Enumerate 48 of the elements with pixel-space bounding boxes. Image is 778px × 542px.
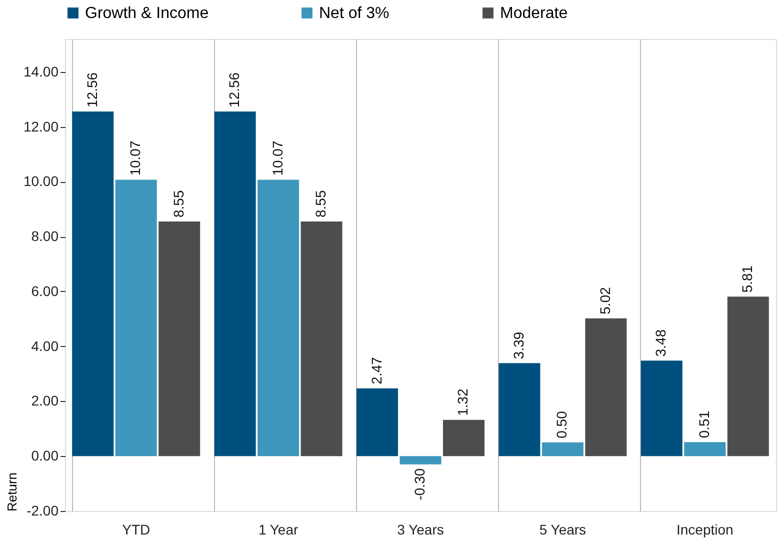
bar	[72, 111, 114, 456]
bar	[640, 360, 682, 456]
bar	[356, 388, 398, 456]
text: 12.56	[226, 72, 242, 108]
y-tick-label: 2.00	[31, 392, 59, 409]
y-axis-title: Return	[4, 472, 20, 512]
bar	[727, 296, 769, 456]
bar	[115, 180, 157, 456]
text: 2.47	[368, 357, 384, 384]
bar	[585, 318, 627, 456]
y-tick-label: 10.00	[23, 173, 59, 190]
x-tick-label: YTD	[122, 522, 150, 538]
text: 8.55	[170, 190, 186, 218]
y-tick-label: 6.00	[31, 282, 59, 299]
x-tick-label: 1 Year	[258, 522, 298, 538]
y-tick-label: 8.00	[31, 228, 59, 244]
bar	[442, 420, 484, 456]
y-tick-label: 4.00	[31, 338, 59, 354]
bar	[214, 111, 256, 456]
bar	[542, 442, 584, 456]
text: 8.55	[312, 190, 329, 218]
x-tick-label: 5 Years	[539, 522, 586, 538]
text: 3.39	[510, 332, 526, 360]
text: -0.30	[412, 468, 428, 500]
bar	[158, 221, 200, 456]
text: 3.48	[652, 329, 669, 357]
bar	[498, 363, 540, 456]
bar	[684, 442, 726, 456]
legend-label: Growth & Income	[85, 5, 209, 22]
text: 10.07	[269, 140, 286, 176]
text: 10.07	[127, 140, 144, 176]
bar	[400, 456, 442, 464]
text: 1.32	[454, 388, 471, 416]
x-tick-label: 3 Years	[397, 522, 444, 538]
text: 0.50	[554, 411, 570, 438]
x-tick-label: Inception	[676, 522, 734, 538]
y-tick-label: 0.00	[31, 448, 59, 464]
y-tick-label: 12.00	[23, 118, 59, 134]
legend-label: Moderate	[500, 5, 568, 22]
y-tick-label: -2.00	[26, 502, 59, 518]
bar	[258, 180, 300, 456]
legend-label: Net of 3%	[319, 5, 390, 22]
text: 5.81	[739, 265, 756, 293]
text: 0.51	[696, 410, 712, 438]
text: 12.56	[84, 72, 100, 108]
text: 5.02	[596, 287, 613, 314]
bar	[300, 221, 342, 456]
y-tick-label: 14.00	[23, 63, 59, 80]
